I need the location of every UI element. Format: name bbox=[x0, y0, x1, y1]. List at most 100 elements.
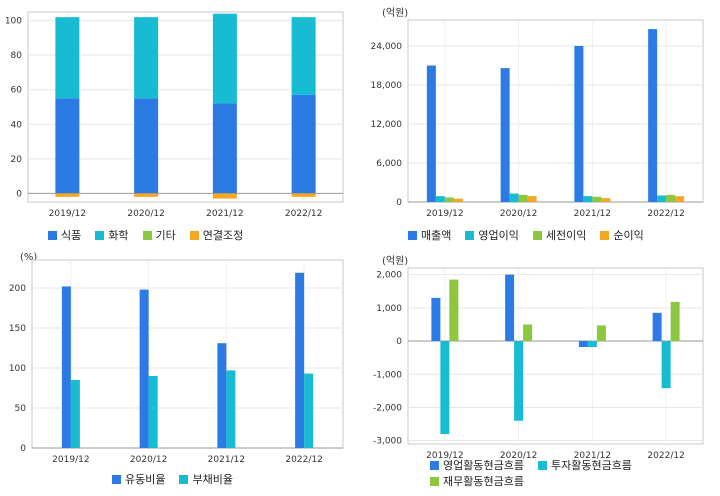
bar bbox=[505, 274, 515, 342]
y-tick-label: 2,000 bbox=[376, 271, 402, 281]
legend-label: 화학 bbox=[108, 229, 129, 242]
legend-item[interactable]: 부채비율 bbox=[179, 472, 233, 488]
legend-item[interactable]: 영업활동현금흐름 bbox=[430, 458, 524, 474]
y-tick-label: 200 bbox=[9, 284, 26, 294]
legend-label: 영업이익 bbox=[478, 229, 519, 242]
bar bbox=[601, 198, 611, 202]
bar bbox=[509, 193, 519, 202]
bar bbox=[431, 297, 441, 342]
legend-item[interactable]: 화학 bbox=[95, 228, 129, 244]
x-tick-label: 2022/12 bbox=[647, 209, 684, 219]
legend-income: 매출액 영업이익 세전이익 순이익 bbox=[408, 228, 658, 244]
y-tick-label: 150 bbox=[9, 324, 26, 334]
bar bbox=[500, 68, 510, 202]
bar bbox=[55, 193, 80, 197]
bar bbox=[212, 193, 237, 199]
legend-label: 매출액 bbox=[421, 229, 452, 242]
chart-panel-ratio: (%) 0 50 100 150 200 2019/12 2020/12 2021/12 202… bbox=[0, 248, 360, 496]
chart-svg-segment-share: 0 20 40 60 80 100 2019/12 2020/12 2021/12 2022/12 bbox=[5, 11, 344, 219]
legend-item[interactable]: 세전이익 bbox=[532, 228, 587, 244]
legend-label: 영업활동현금흐름 bbox=[443, 459, 524, 472]
legend-swatch bbox=[430, 477, 439, 486]
legend-label: 세전이익 bbox=[545, 229, 587, 242]
legend-item[interactable]: 투자활동현금흐름 bbox=[537, 458, 632, 474]
bar bbox=[291, 193, 316, 197]
legend-swatch bbox=[48, 231, 57, 240]
bar bbox=[440, 341, 450, 435]
bar bbox=[134, 98, 159, 194]
bar bbox=[527, 196, 537, 202]
legend-item[interactable]: 식품 bbox=[48, 228, 81, 244]
y-tick-label: 1,000 bbox=[376, 304, 402, 314]
y-tick-label: 0 bbox=[16, 189, 22, 199]
legend-swatch bbox=[537, 461, 547, 470]
bar bbox=[523, 324, 533, 342]
y-tick-label: 24,000 bbox=[371, 42, 403, 52]
y-tick-label: 60 bbox=[11, 86, 23, 96]
legend-item[interactable]: 연결조정 bbox=[189, 228, 244, 244]
chart-panel-income: (억원) 0 6,000 12,000 18,000 24,000 2019/12 2020… bbox=[360, 0, 720, 248]
bar bbox=[648, 29, 658, 202]
legend-label: 유동비율 bbox=[125, 473, 166, 486]
bar bbox=[70, 380, 80, 448]
x-tick-label: 2022/12 bbox=[285, 455, 322, 465]
bar bbox=[657, 195, 667, 202]
bar bbox=[139, 289, 149, 448]
x-tick-label: 2021/12 bbox=[574, 209, 611, 219]
bar bbox=[134, 193, 159, 197]
x-tick-label: 2020/12 bbox=[500, 451, 537, 461]
x-tick-label: 2019/12 bbox=[49, 209, 86, 219]
y-tick-label: 12,000 bbox=[371, 120, 403, 130]
y-tick-label: 0 bbox=[396, 198, 402, 208]
legend-item[interactable]: 영업이익 bbox=[465, 228, 519, 244]
legend-item[interactable]: 순이익 bbox=[600, 228, 644, 244]
y-tick-label: 0 bbox=[396, 337, 402, 347]
bar bbox=[518, 194, 528, 202]
legend-label: 식품 bbox=[61, 229, 82, 242]
legend-swatch bbox=[142, 231, 152, 240]
legend-swatch bbox=[95, 231, 105, 240]
legend-swatch bbox=[600, 231, 610, 240]
unit-label-ratio: (%) bbox=[20, 252, 38, 263]
legend-label: 기타 bbox=[155, 229, 176, 242]
y-tick-label: 100 bbox=[5, 17, 22, 27]
bar bbox=[226, 370, 236, 448]
chart-svg-cashflow: -3,000 -2,000 -1,000 0 1,000 2,000 2019/12 2020… bbox=[373, 267, 704, 461]
bar bbox=[592, 196, 602, 202]
y-tick-label: 40 bbox=[11, 120, 23, 130]
x-tick-label: 2019/12 bbox=[426, 209, 463, 219]
y-tick-label: 100 bbox=[9, 364, 26, 374]
bar bbox=[652, 312, 662, 342]
plot-frame bbox=[31, 259, 344, 449]
bar bbox=[217, 343, 227, 448]
y-tick-label: 18,000 bbox=[371, 81, 403, 91]
bar bbox=[435, 196, 445, 202]
bar bbox=[426, 65, 436, 202]
legend-item[interactable]: 기타 bbox=[142, 228, 176, 244]
bar bbox=[444, 197, 454, 202]
bar bbox=[291, 17, 316, 95]
bar bbox=[583, 196, 593, 202]
plot-frame bbox=[407, 19, 704, 203]
y-tick-label: -3,000 bbox=[373, 437, 402, 447]
x-tick-label: 2020/12 bbox=[127, 209, 164, 219]
legend-item[interactable]: 재무활동현금흐름 bbox=[430, 474, 524, 490]
x-tick-label: 2021/12 bbox=[574, 451, 611, 461]
legend-item[interactable]: 유동비율 bbox=[112, 472, 165, 488]
bar bbox=[291, 94, 316, 194]
x-tick-label: 2021/12 bbox=[208, 455, 245, 465]
legend-item[interactable]: 매출액 bbox=[408, 228, 451, 244]
bar bbox=[449, 279, 459, 342]
legend-swatch bbox=[189, 231, 199, 240]
x-tick-label: 2022/12 bbox=[285, 209, 322, 219]
chart-svg-income: 0 6,000 12,000 18,000 24,000 2019/12 2020/12 20… bbox=[371, 19, 704, 219]
unit-label-income: (억원) bbox=[382, 8, 409, 19]
legend-row: 재무활동현금흐름 bbox=[430, 474, 680, 490]
x-tick-label: 2019/12 bbox=[426, 451, 463, 461]
y-tick-label: 80 bbox=[11, 51, 23, 61]
plot-frame bbox=[27, 11, 344, 203]
legend-label: 연결조정 bbox=[202, 229, 244, 242]
x-tick-label: 2020/12 bbox=[130, 455, 167, 465]
y-tick-label: -1,000 bbox=[373, 370, 402, 380]
bar bbox=[675, 196, 685, 202]
